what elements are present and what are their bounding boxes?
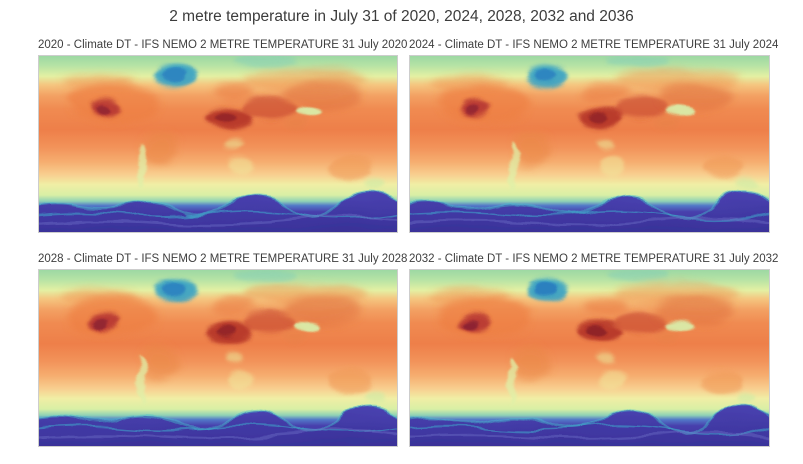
temperature-map-canvas-2032 <box>410 270 769 446</box>
temperature-map-2032 <box>409 269 770 447</box>
map-grid: 2020 - Climate DT - IFS NEMO 2 METRE TEM… <box>38 38 803 447</box>
map-panel-2032: 2032 - Climate DT - IFS NEMO 2 METRE TEM… <box>409 252 779 447</box>
temperature-map-canvas-2020 <box>39 56 397 232</box>
figure-title: 2 metre temperature in July 31 of 2020, … <box>169 8 634 25</box>
map-panel-title-2020: 2020 - Climate DT - IFS NEMO 2 METRE TEM… <box>38 39 408 51</box>
temperature-map-canvas-2028 <box>39 270 397 446</box>
temperature-map-2028 <box>38 269 398 447</box>
map-panel-2028: 2028 - Climate DT - IFS NEMO 2 METRE TEM… <box>38 252 408 447</box>
map-panel-title-2024: 2024 - Climate DT - IFS NEMO 2 METRE TEM… <box>409 39 779 51</box>
temperature-map-2024 <box>409 55 770 233</box>
map-panel-2020: 2020 - Climate DT - IFS NEMO 2 METRE TEM… <box>38 38 408 233</box>
map-panel-title-2032: 2032 - Climate DT - IFS NEMO 2 METRE TEM… <box>409 253 779 265</box>
map-panel-2024: 2024 - Climate DT - IFS NEMO 2 METRE TEM… <box>409 38 779 233</box>
temperature-map-canvas-2024 <box>410 56 769 232</box>
map-panel-title-2028: 2028 - Climate DT - IFS NEMO 2 METRE TEM… <box>38 253 408 265</box>
temperature-map-2020 <box>38 55 398 233</box>
